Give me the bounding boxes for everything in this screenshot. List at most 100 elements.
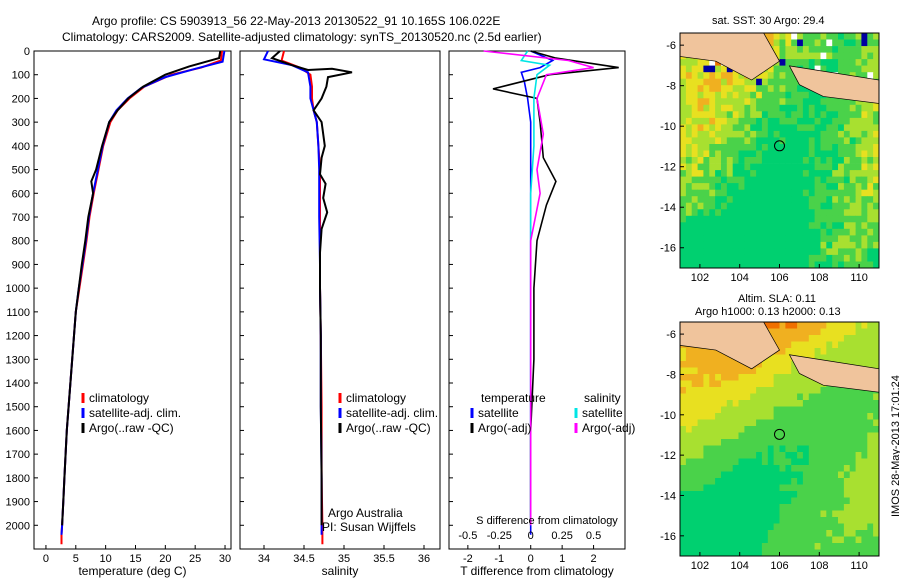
sla-cell bbox=[680, 413, 687, 420]
sst-cell bbox=[697, 261, 704, 269]
sst-cell bbox=[680, 144, 687, 151]
sst-cell bbox=[867, 196, 874, 204]
sst-cell bbox=[709, 78, 716, 86]
sst-cell bbox=[744, 222, 751, 230]
sla-cell bbox=[843, 341, 851, 349]
sst-cell bbox=[808, 91, 816, 99]
sst-cell bbox=[843, 248, 851, 256]
sla-cell bbox=[791, 549, 798, 557]
sst-cell bbox=[680, 124, 687, 132]
sst-cell bbox=[726, 124, 734, 132]
sst-cell bbox=[779, 130, 786, 138]
sla-cell bbox=[802, 406, 810, 414]
sst-cell bbox=[761, 104, 769, 112]
sla-cell bbox=[726, 478, 734, 485]
sla-cell bbox=[873, 530, 880, 537]
sla-cell bbox=[685, 361, 693, 368]
sla-cell bbox=[861, 361, 868, 368]
sla-cell bbox=[715, 517, 722, 524]
sst-cell bbox=[867, 170, 874, 177]
sla-cell bbox=[738, 504, 745, 511]
sla-cell bbox=[808, 484, 816, 492]
sla-cell bbox=[773, 400, 780, 407]
sla-cell bbox=[767, 328, 775, 336]
sla-cell bbox=[838, 523, 845, 531]
sla-cell bbox=[802, 452, 810, 459]
sla-cell bbox=[838, 491, 845, 498]
sla-cell bbox=[726, 380, 734, 388]
sst-cell bbox=[773, 144, 780, 151]
sla-cell bbox=[732, 465, 739, 472]
sst-cell bbox=[726, 228, 734, 236]
sst-cell bbox=[802, 222, 810, 230]
sla-cell bbox=[756, 458, 763, 466]
sst-cell bbox=[738, 209, 745, 217]
sst-cell bbox=[738, 170, 745, 177]
sla-cell bbox=[785, 536, 792, 544]
sla-cell bbox=[738, 517, 745, 524]
sla-cell bbox=[826, 465, 833, 472]
sst-cell bbox=[732, 241, 739, 249]
sst-cell bbox=[808, 241, 816, 249]
sst-cell bbox=[855, 124, 862, 132]
sla-cell bbox=[709, 458, 716, 466]
sla-cell bbox=[744, 543, 751, 550]
sla-cell bbox=[814, 387, 821, 394]
sla-cell bbox=[756, 419, 763, 427]
sla-cell bbox=[703, 432, 710, 440]
sla-cell bbox=[744, 367, 751, 375]
sla-cell bbox=[814, 322, 821, 329]
sla-cell bbox=[691, 445, 698, 453]
sst-cell bbox=[838, 163, 845, 171]
sla-cell bbox=[832, 471, 839, 479]
sla-cell bbox=[744, 497, 751, 505]
sla-cell bbox=[773, 374, 780, 381]
sla-cell bbox=[761, 523, 769, 531]
sst-cell bbox=[855, 215, 862, 223]
sst-cell bbox=[750, 144, 757, 151]
sla-cell bbox=[785, 341, 792, 349]
sst-cell bbox=[761, 150, 769, 158]
sst-cell bbox=[867, 33, 874, 40]
sla-cell bbox=[838, 335, 845, 342]
sst-cell bbox=[861, 261, 868, 269]
sla-cell bbox=[691, 484, 698, 492]
sla-cell bbox=[832, 530, 839, 537]
sst-cell bbox=[703, 78, 710, 86]
sla-cell bbox=[820, 354, 827, 362]
sst-cell bbox=[715, 196, 722, 204]
sla-cell bbox=[750, 484, 757, 492]
sst-cell bbox=[785, 98, 792, 106]
sla-cell bbox=[867, 341, 874, 349]
sla-cell bbox=[814, 341, 821, 349]
sla-cell bbox=[726, 517, 734, 524]
sla-cell bbox=[703, 484, 710, 492]
sst-cell bbox=[767, 183, 775, 190]
sla-cell bbox=[767, 536, 775, 544]
sst-cell bbox=[703, 241, 710, 249]
sst-cell bbox=[732, 202, 739, 210]
sst-cell bbox=[814, 241, 821, 249]
sst-cell bbox=[691, 202, 698, 210]
sla-cell bbox=[726, 400, 734, 407]
sst-cell bbox=[680, 170, 687, 177]
sla-cell bbox=[843, 523, 851, 531]
sst-cell bbox=[680, 235, 687, 243]
sst-cell bbox=[820, 202, 827, 210]
sst-cell bbox=[867, 228, 874, 236]
sla-cell bbox=[791, 322, 798, 329]
sla-cell bbox=[791, 445, 798, 453]
sst-cell bbox=[873, 235, 880, 243]
sla-cell bbox=[791, 406, 798, 414]
sst-cell bbox=[691, 209, 698, 217]
sst-cell bbox=[773, 65, 780, 73]
sst-cell bbox=[838, 52, 845, 60]
sst-cell bbox=[721, 228, 728, 236]
sla-cell bbox=[767, 478, 775, 485]
sla-cell bbox=[685, 484, 693, 492]
sst-cell bbox=[802, 39, 810, 47]
sla-cell bbox=[820, 452, 827, 459]
sla-cell bbox=[732, 523, 739, 531]
sla-cell bbox=[826, 523, 833, 531]
sla-cell bbox=[767, 549, 775, 557]
